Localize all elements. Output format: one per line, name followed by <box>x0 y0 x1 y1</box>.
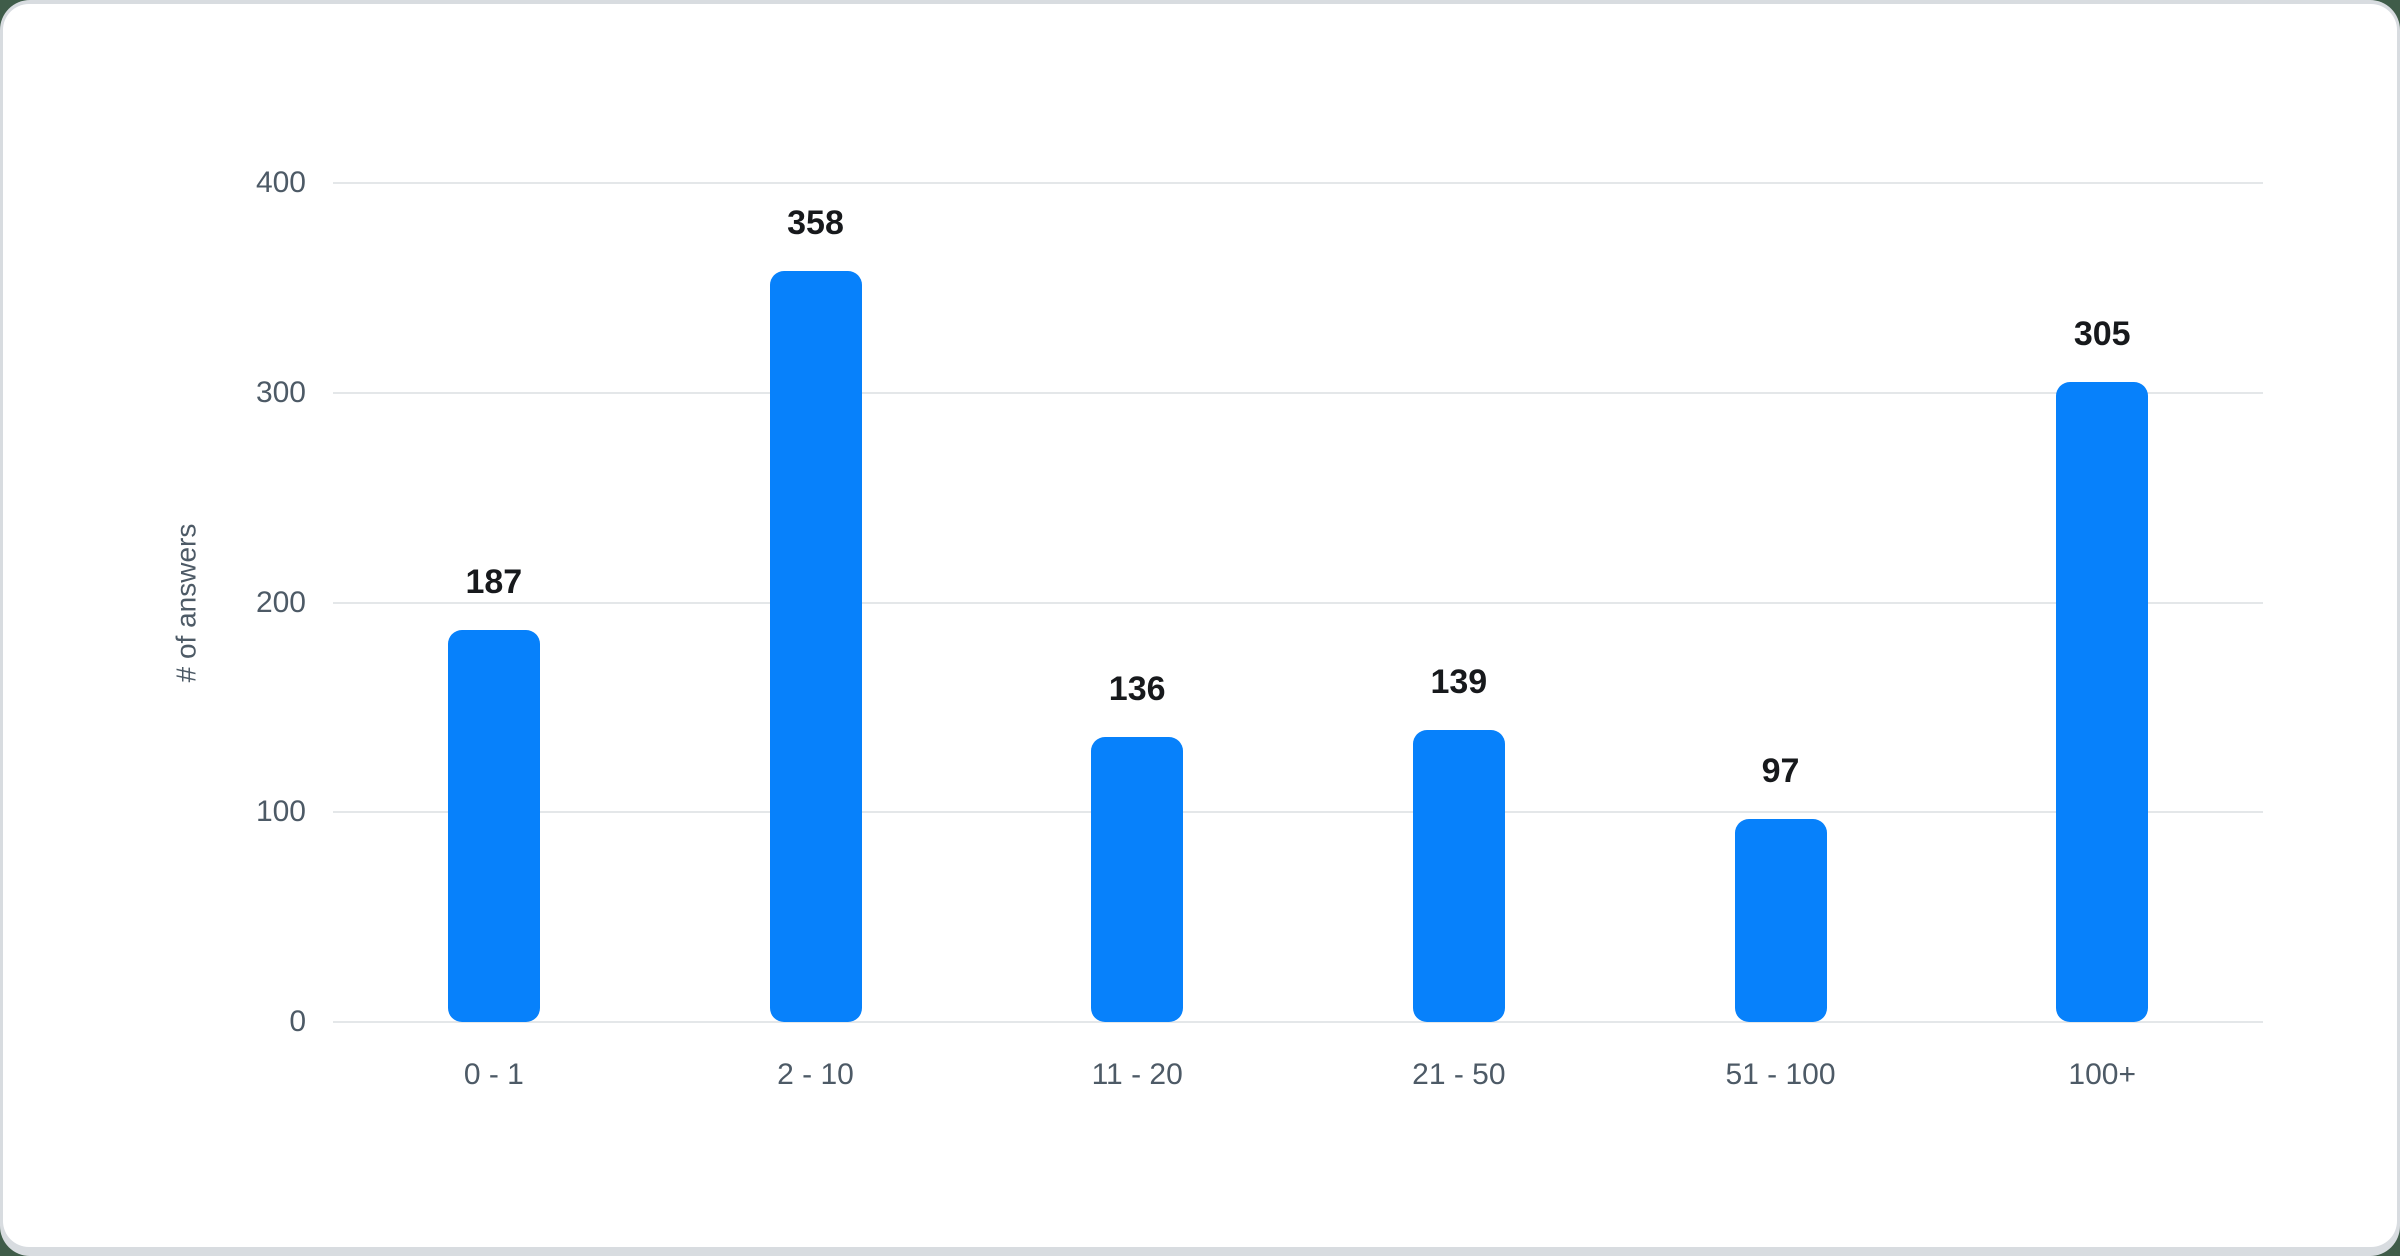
y-tick-label-200: 200 <box>255 585 306 619</box>
x-tick-label: 11 - 20 <box>1091 1058 1183 1091</box>
bar-slot-5: 97 51 - 100 <box>1620 183 1942 1091</box>
bar-value-label: 136 <box>1108 669 1166 708</box>
bar-slot-1: 187 0 - 1 <box>333 183 655 1091</box>
y-tick-label-0: 0 <box>289 1005 306 1038</box>
gridline-300 <box>333 391 2263 394</box>
x-tick-label: 0 - 1 <box>463 1058 524 1091</box>
bar-2-10 <box>769 271 862 1022</box>
bar-value-label: 187 <box>465 562 523 601</box>
gridline-0 <box>333 1021 2263 1023</box>
gridline-400 <box>333 182 2263 184</box>
bar-slot-4: 139 21 - 50 <box>1298 183 1620 1091</box>
bar-0-1 <box>447 629 540 1022</box>
bar-value-label: 358 <box>787 204 844 243</box>
bar-value-label: 139 <box>1430 663 1488 702</box>
bar-11-20 <box>1091 736 1184 1022</box>
bar-slot-2: 358 2 - 10 <box>655 183 977 1091</box>
y-axis-title-text: # of answers <box>170 523 201 682</box>
bar-21-50 <box>1412 730 1505 1022</box>
gridline-100 <box>333 811 2263 814</box>
bars-layer: 187 0 - 1 358 2 - 10 136 11 - 20 139 21 - 50 97 5… <box>333 183 2263 1091</box>
plot-area: 0 100 200 300 400 187 0 - 1 358 2 - 10 136 11 - 2… <box>256 168 2263 1091</box>
x-tick-label: 21 - 50 <box>1412 1058 1506 1091</box>
y-tick-label-300: 300 <box>255 375 306 409</box>
bar-slot-3: 136 11 - 20 <box>976 183 1298 1091</box>
gridline-200 <box>333 601 2263 604</box>
x-tick-label: 2 - 10 <box>777 1058 854 1091</box>
bar-value-label: 97 <box>1761 751 1800 790</box>
chart-card: # of answers 0 100 200 300 400 187 0 - 1 358 2 … <box>3 4 2397 1247</box>
bar-value-label: 305 <box>2073 315 2131 354</box>
y-tick-label-400: 400 <box>255 166 306 199</box>
bar-100+ <box>2056 382 2149 1022</box>
bar-51-100 <box>1734 818 1827 1022</box>
y-axis-title: # of answers <box>163 183 209 1022</box>
bar-slot-6: 305 100+ <box>1941 183 2263 1091</box>
y-tick-label-100: 100 <box>255 795 306 829</box>
x-tick-label: 100+ <box>2068 1058 2136 1091</box>
x-tick-label: 51 - 100 <box>1725 1058 1836 1091</box>
